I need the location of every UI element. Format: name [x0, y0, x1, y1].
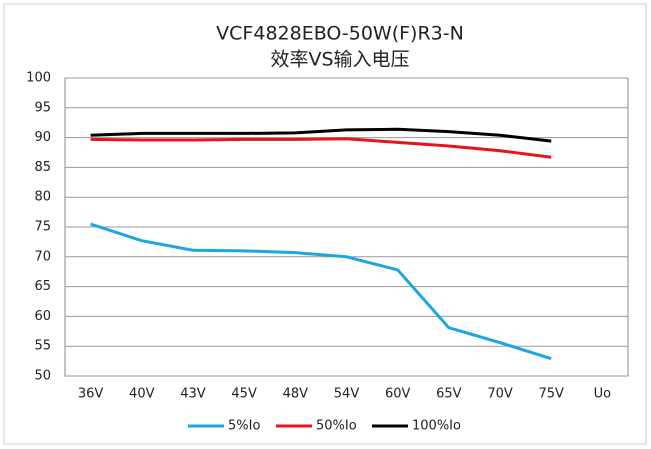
x-tick-label: 45V: [231, 387, 257, 402]
x-tick-label: 43V: [180, 387, 206, 402]
y-tick-label: 85: [34, 160, 51, 175]
legend-label: 100%Io: [412, 419, 461, 434]
x-tick-label: 65V: [436, 387, 462, 402]
y-tick-label: 100: [26, 71, 51, 86]
chart-title: VCF4828EBO-50W(F)R3-N: [216, 23, 464, 45]
chart-frame: [3, 3, 647, 445]
chart-subtitle: 效率VS输入电压: [270, 49, 409, 71]
x-tick-label: Uo: [594, 387, 612, 402]
y-tick-label: 50: [34, 369, 51, 384]
y-tick-label: 75: [34, 220, 51, 235]
y-tick-label: 80: [34, 190, 51, 205]
x-tick-label: 48V: [283, 387, 309, 402]
series-line: [90, 127, 552, 143]
legend-label: 50%Io: [316, 419, 357, 434]
series-line: [90, 137, 552, 159]
x-tick-label: 40V: [129, 387, 155, 402]
x-tick-label: 36V: [78, 387, 104, 402]
y-tick-label: 60: [34, 309, 51, 324]
y-tick-label: 55: [34, 339, 51, 354]
x-tick-label: 75V: [539, 387, 565, 402]
legend-label: 5%Io: [228, 419, 260, 434]
y-tick-label: 70: [34, 249, 51, 264]
series-line: [90, 222, 552, 361]
x-tick-label: 70V: [487, 387, 513, 402]
y-tick-label: 65: [34, 279, 51, 294]
x-tick-label: 60V: [385, 387, 411, 402]
y-tick-label: 95: [34, 100, 51, 115]
x-tick-label: 54V: [334, 387, 360, 402]
y-tick-label: 90: [34, 130, 51, 145]
